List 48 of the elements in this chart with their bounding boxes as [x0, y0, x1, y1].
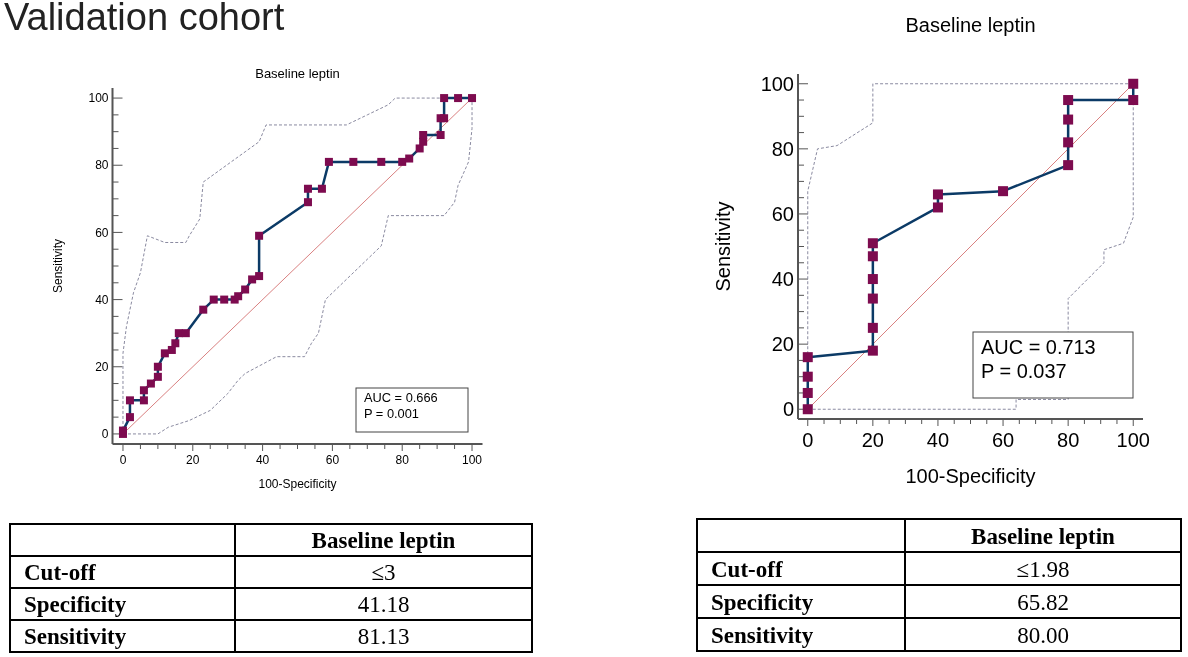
text: 81.13: [357, 624, 410, 649]
x-axis-title: 100-Specificity: [258, 477, 337, 491]
x-tick-label: 80: [1057, 429, 1080, 451]
text: ≤1.98: [1016, 556, 1070, 582]
annotation: AUC = 0.666: [364, 390, 438, 406]
category-label: Specificity: [24, 592, 127, 617]
x-tick-label: 40: [926, 429, 950, 451]
text: Baseline leptin: [971, 523, 1116, 549]
y-tick-label: 0: [782, 398, 794, 421]
annotation: P = 0.037: [981, 360, 1067, 383]
text: 65.82: [1017, 589, 1069, 615]
x-tick-label: 0: [802, 429, 814, 451]
x-tick-label: 40: [255, 453, 270, 467]
x-tick-label: 100: [1116, 429, 1150, 451]
x-tick-label: 60: [325, 453, 340, 467]
category-label: Sensitivity: [711, 622, 814, 648]
y-tick-label: 40: [771, 268, 794, 291]
category-label: Sensitivity: [24, 624, 127, 649]
category-label: Cut-off: [24, 560, 96, 585]
y-tick-label: 40: [95, 292, 109, 307]
x-tick-label: 20: [861, 429, 884, 451]
y-tick-label: 100: [88, 91, 109, 106]
y-axis-title: Sensitivity: [51, 238, 65, 294]
text: Baseline leptin: [311, 528, 456, 553]
category-label: Specificity: [711, 589, 814, 615]
chart-title: Baseline leptin: [905, 14, 1036, 36]
y-tick-label: 20: [771, 333, 794, 356]
category-label: Cut-off: [711, 556, 783, 582]
text: 80.00: [1017, 622, 1069, 648]
x-tick-label: 0: [119, 453, 127, 467]
text: ≤3: [371, 560, 396, 585]
chart-title: Baseline leptin: [255, 66, 340, 81]
y-tick-label: 80: [771, 137, 794, 160]
x-tick-label: 20: [186, 453, 200, 467]
x-tick-label: 80: [395, 453, 410, 467]
y-tick-label: 60: [771, 202, 794, 225]
x-tick-label: 60: [991, 429, 1015, 451]
annotation: AUC = 0.713: [981, 336, 1096, 359]
y-tick-label: 80: [95, 158, 109, 173]
text: 41.18: [357, 592, 410, 617]
text: Validation cohort: [4, 0, 285, 38]
y-axis-title: Sensitivity: [712, 201, 734, 292]
annotation: P = 0.001: [364, 405, 419, 421]
y-tick-label: 100: [760, 72, 794, 95]
x-axis-title: 100-Specificity: [905, 465, 1036, 487]
y-tick-label: 60: [95, 225, 109, 240]
y-tick-label: 20: [95, 359, 109, 374]
x-tick-label: 100: [462, 453, 483, 467]
